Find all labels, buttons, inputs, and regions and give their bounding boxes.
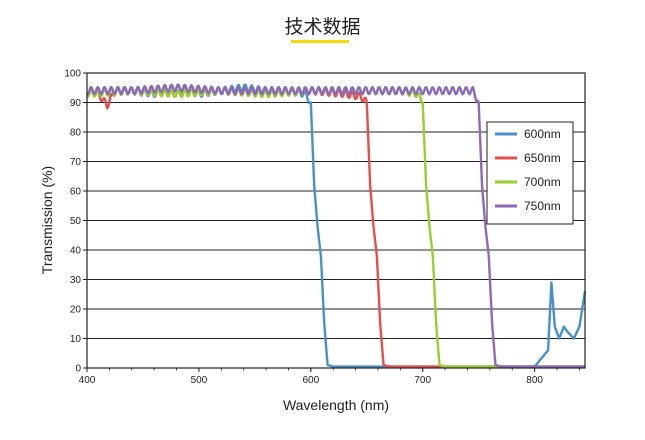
y-tick-label: 80 (70, 128, 82, 139)
y-tick-label: 0 (75, 364, 81, 375)
series-layer (86, 83, 587, 368)
y-tick-label: 100 (64, 69, 81, 80)
x-tick-label: 700 (414, 375, 431, 386)
legend-label: 600nm (524, 127, 561, 141)
legend-label: 700nm (524, 175, 561, 189)
y-tick-label: 60 (70, 187, 82, 198)
series-line-750nm (86, 83, 586, 368)
y-tick-label: 70 (70, 157, 82, 168)
y-tick-label: 30 (70, 275, 82, 286)
x-tick-label: 500 (191, 375, 208, 386)
title-underline (291, 40, 349, 43)
tick-layer: 0 10 20 30 40 50 60 70 80 90 100 400 500 600 700 800 (64, 69, 580, 386)
x-tick-label: 400 (79, 375, 96, 386)
y-tick-label: 40 (70, 246, 82, 257)
y-tick-label: 10 (70, 334, 82, 345)
legend-label: 650nm (524, 151, 561, 165)
y-tick-label: 50 (70, 216, 82, 227)
y-tick-label: 90 (70, 98, 82, 109)
y-tick-label: 20 (70, 305, 82, 316)
x-tick-label: 800 (526, 375, 543, 386)
y-axis-title: Transmission (%) (39, 166, 55, 274)
legend-label: 750nm (524, 199, 561, 213)
legend: 600nm 650nm 700nm 750nm (486, 121, 574, 225)
x-axis-title: Wavelength (nm) (283, 397, 389, 413)
page-title: 技术数据 (284, 16, 361, 38)
x-tick-label: 600 (302, 375, 319, 386)
